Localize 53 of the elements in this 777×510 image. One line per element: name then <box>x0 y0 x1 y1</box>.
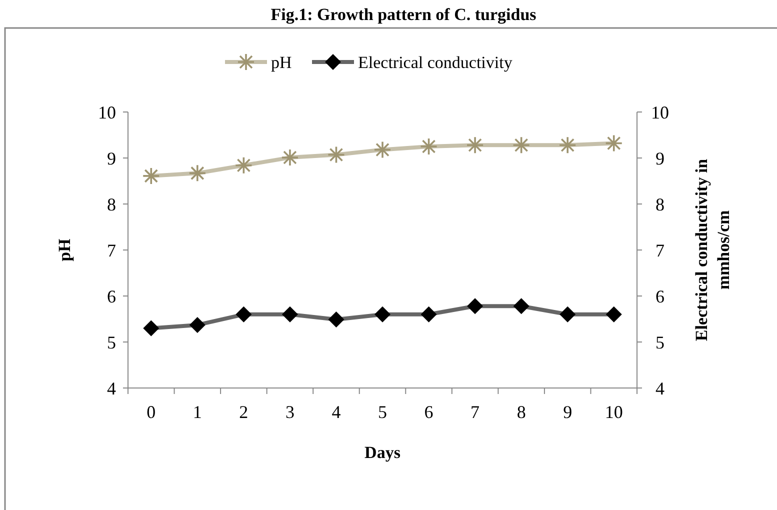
point <box>512 136 530 154</box>
x-tick-label: 1 <box>192 402 202 422</box>
x-tick-label: 7 <box>470 402 480 422</box>
point <box>328 311 344 328</box>
point <box>420 306 437 322</box>
y2-tick-label: 9 <box>656 148 664 168</box>
y-tick-label: 10 <box>98 102 116 122</box>
x-tick-label: 6 <box>424 402 434 422</box>
x-axis-title: Days <box>364 443 401 462</box>
x-tick-label: 4 <box>332 402 341 422</box>
point <box>234 156 253 174</box>
x-tick-label: 2 <box>239 402 248 422</box>
y-tick-label: 5 <box>107 332 116 352</box>
point <box>374 140 392 159</box>
x-tick-label: 3 <box>285 402 294 422</box>
y2-tick-label: 6 <box>656 286 664 306</box>
y2-tick-label: 8 <box>656 194 664 214</box>
point <box>466 136 484 154</box>
y-tick-label: 7 <box>107 240 116 260</box>
chart-title: Fig.1: Growth pattern of C. turgidus <box>270 5 537 24</box>
y-tick-label: 4 <box>107 378 116 398</box>
point <box>560 306 576 322</box>
point <box>236 306 252 322</box>
point <box>604 134 623 152</box>
point <box>142 167 160 185</box>
point <box>282 306 298 322</box>
y-tick-label: 9 <box>107 148 116 168</box>
y2-tick-label: 4 <box>656 378 664 398</box>
x-tick-label: 5 <box>378 402 387 422</box>
point <box>327 146 346 164</box>
point <box>467 298 484 314</box>
point <box>281 148 299 166</box>
y2-tick-label: 7 <box>656 240 664 260</box>
point <box>189 316 206 333</box>
point <box>188 164 206 182</box>
y-tick-label: 6 <box>107 286 116 306</box>
x-tick-label: 10 <box>604 402 623 422</box>
x-tick-label: 0 <box>146 402 156 422</box>
y2-axis-title: Electrical conductivity in mmhos/cm <box>692 158 733 342</box>
x-tick-label: 9 <box>563 402 572 422</box>
legend-label: Electrical conductivity <box>358 52 513 72</box>
point <box>513 298 530 314</box>
point <box>143 320 160 336</box>
x-tick-label: 8 <box>516 402 526 422</box>
point <box>374 306 390 322</box>
point <box>420 138 438 156</box>
point <box>606 306 622 322</box>
y2-tick-label: 10 <box>651 102 669 122</box>
y2-tick-label: 5 <box>656 332 664 352</box>
point <box>558 136 576 154</box>
y-axis-title: pH <box>55 238 74 262</box>
y-tick-label: 8 <box>107 194 116 214</box>
legend-label: pH <box>271 52 292 72</box>
